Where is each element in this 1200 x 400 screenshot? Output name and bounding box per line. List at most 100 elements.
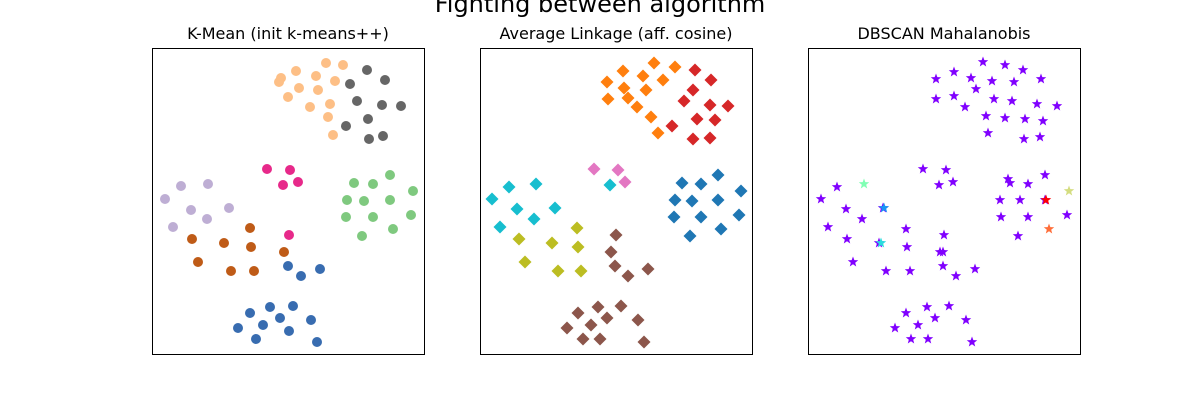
data-point	[930, 93, 942, 104]
data-point	[284, 230, 294, 240]
data-point	[966, 336, 978, 347]
data-point	[858, 178, 870, 189]
data-point	[527, 212, 541, 226]
data-point	[711, 193, 725, 207]
data-point	[959, 101, 971, 112]
data-point	[368, 212, 378, 222]
data-point	[296, 271, 306, 281]
data-point	[545, 236, 559, 250]
data-point	[1002, 173, 1014, 184]
data-point	[943, 300, 955, 311]
data-point	[901, 241, 913, 252]
data-point	[880, 265, 892, 276]
data-point	[618, 175, 632, 189]
scatter-plot-kmeans	[152, 48, 425, 355]
data-point	[694, 177, 708, 191]
data-point	[245, 223, 255, 233]
data-point	[591, 300, 605, 314]
data-point	[571, 306, 585, 320]
data-point	[274, 77, 284, 87]
data-point	[1017, 64, 1029, 75]
data-point	[291, 66, 301, 76]
data-point	[600, 311, 614, 325]
data-point	[288, 301, 298, 311]
data-point	[341, 121, 351, 131]
data-point	[338, 60, 348, 70]
data-point	[912, 319, 924, 330]
data-point	[551, 264, 565, 278]
data-point	[686, 83, 700, 97]
data-point	[187, 234, 197, 244]
data-point	[408, 186, 418, 196]
data-point	[905, 333, 917, 344]
data-point	[388, 224, 398, 234]
panel-dbscan: DBSCAN Mahalanobis	[806, 20, 1082, 360]
data-point	[1061, 209, 1073, 220]
data-point	[249, 266, 259, 276]
data-point	[601, 92, 615, 106]
data-point	[721, 99, 735, 113]
data-point	[636, 69, 650, 83]
data-point	[193, 257, 203, 267]
data-point	[685, 194, 699, 208]
data-point	[1051, 100, 1063, 111]
data-point	[980, 110, 992, 121]
panel-title: K-Mean (init k-means++)	[187, 24, 389, 43]
data-point	[1035, 73, 1047, 84]
data-point	[285, 165, 295, 175]
data-point	[1008, 76, 1020, 87]
data-point	[357, 231, 367, 241]
data-point	[734, 184, 748, 198]
data-point	[694, 210, 708, 224]
data-point	[518, 255, 532, 269]
data-point	[889, 322, 901, 333]
data-point	[368, 179, 378, 189]
data-point	[604, 245, 618, 259]
data-point	[683, 229, 697, 243]
data-point	[641, 262, 655, 276]
data-point	[611, 163, 625, 177]
scatter-plot-dbscan	[808, 48, 1081, 355]
data-point	[878, 202, 890, 213]
data-point	[160, 194, 170, 204]
data-point	[647, 56, 661, 70]
data-point	[385, 170, 395, 180]
data-point	[988, 93, 1000, 104]
data-point	[948, 90, 960, 101]
data-point	[614, 299, 628, 313]
data-point	[875, 237, 887, 248]
data-point	[362, 65, 372, 75]
data-point	[969, 263, 981, 274]
data-point	[502, 180, 516, 194]
data-point	[667, 210, 681, 224]
data-point	[668, 193, 682, 207]
data-point	[186, 205, 196, 215]
data-point	[587, 162, 601, 176]
data-point	[262, 164, 272, 174]
data-point	[934, 246, 946, 257]
data-point	[608, 259, 622, 273]
data-point	[293, 177, 303, 187]
data-point	[703, 131, 717, 145]
data-point	[258, 320, 268, 330]
data-point	[677, 94, 691, 108]
data-point	[999, 59, 1011, 70]
data-point	[986, 75, 998, 86]
data-point	[380, 75, 390, 85]
data-point	[330, 76, 340, 86]
data-point	[1037, 115, 1049, 126]
data-point	[364, 134, 374, 144]
data-point	[219, 238, 229, 248]
data-point	[617, 81, 631, 95]
data-point	[1006, 95, 1018, 106]
data-point	[1040, 194, 1052, 205]
data-point	[202, 214, 212, 224]
data-point	[385, 195, 395, 205]
data-point	[570, 221, 584, 235]
data-point	[168, 222, 178, 232]
data-point	[305, 102, 315, 112]
panel-title: DBSCAN Mahalanobis	[857, 24, 1031, 43]
data-point	[328, 130, 338, 140]
data-point	[265, 302, 275, 312]
data-point	[313, 85, 323, 95]
